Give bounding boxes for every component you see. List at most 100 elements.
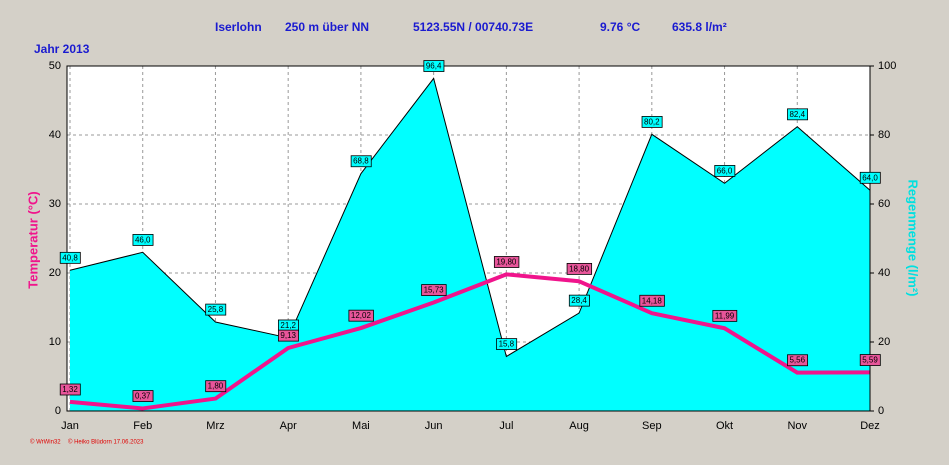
value-label-box [787,354,809,367]
value-label-box [568,294,590,307]
y-tick-label: 0 [55,405,61,417]
x-tick-label: Jan [61,420,79,432]
x-tick-label: Dez [860,420,880,432]
value-label-text: 28,4 [571,296,587,305]
value-label-box [493,256,520,268]
y2-tick-label: 80 [878,129,890,141]
value-label-box [59,383,81,396]
x-tick-label: Sep [642,420,662,432]
value-label-text: 46,0 [135,235,151,244]
y-tick-label: 40 [49,129,61,141]
value-label-text: 1,32 [62,385,78,394]
value-label-text: 68,8 [353,157,369,166]
year-label: Jahr 2013 [34,42,90,56]
value-label-box [421,284,447,296]
value-label-text: 11,99 [715,311,735,320]
value-label: 5,59 [859,354,881,366]
y-tick-label: 30 [49,198,61,210]
value-label-text: 15,73 [424,286,445,295]
y-tick-label: 20 [49,267,61,279]
y2-tick-label: 60 [878,198,890,210]
x-tick-label: Mrz [206,420,224,432]
value-label-box [787,108,809,121]
value-label-box [859,354,881,366]
value-label-box [348,309,374,322]
value-label-text: 25,8 [208,305,224,314]
value-label-text: 9,13 [280,331,296,340]
rain-outline [69,77,871,358]
value-label-box [496,338,518,350]
value-label-box [350,155,372,168]
value-label-text: 96,4 [426,62,442,71]
x-tick-label: Apr [280,420,297,432]
value-label: 14,18 [639,294,665,307]
value-label: 11,99 [712,309,738,322]
value-label: 25,8 [205,303,227,316]
value-label-box [277,329,299,342]
value-label-box [205,380,227,393]
value-label: 9,13 [277,329,299,342]
value-label-box [712,309,738,322]
value-label: 64,0 [859,171,881,184]
header-temperature: 9.76 °C [600,20,640,34]
x-tick-label: Jun [425,420,443,432]
y2-tick-label: 100 [878,60,896,72]
y2-tick-label: 0 [878,405,884,417]
value-label: 1,32 [59,383,81,396]
value-label-text: 82,4 [789,110,805,119]
value-label-text: 64,0 [862,173,878,182]
value-label-text: 15,8 [499,340,515,349]
value-label-text: 5,56 [789,356,805,365]
value-label-text: 66,0 [717,166,733,175]
value-label-box [423,60,445,72]
value-label: 12,02 [348,309,374,322]
value-label-box [132,390,154,402]
value-label-text: 19,80 [496,257,517,266]
y-tick-label: 10 [49,336,61,348]
value-label-text: 12,02 [351,311,372,320]
value-label: 15,73 [421,284,447,296]
value-label-box [59,251,81,264]
header-location: Iserlohn [215,20,262,34]
footer: © WrWin32 [30,439,61,446]
y2-tick-label: 40 [878,267,890,279]
value-label-box [641,116,663,128]
value-label: 68,8 [350,155,372,168]
footer: © Heiko Blüdorn 17.06.2023 [68,439,144,446]
x-tick-label: Mai [352,420,370,432]
value-label: 66,0 [714,165,736,177]
value-label: 40,8 [59,251,81,264]
value-label-box [859,171,881,184]
value-label-box [566,262,593,275]
value-label-text: 0,37 [135,392,151,401]
value-label-text: 5,59 [862,356,878,365]
value-label: 82,4 [787,108,809,121]
x-tick-label: Okt [716,420,733,432]
value-label: 46,0 [132,234,154,246]
plot-frame [66,65,871,412]
y2-axis-label: Regenmenge (l/m²) [906,179,921,296]
y2-tick-label: 20 [878,336,890,348]
value-label: 96,4 [423,60,445,72]
value-label: 21,2 [277,319,299,332]
x-tick-label: Feb [133,420,152,432]
value-label: 19,80 [493,256,520,268]
value-label-box [132,234,154,246]
x-tick-label: Jul [499,420,513,432]
value-label-text: 80,2 [644,117,660,126]
value-label-text: 1,80 [208,382,224,391]
y-axis-label: Temperatur (°C) [25,191,40,288]
value-label-text: 40,8 [62,253,78,262]
value-label: 18,80 [566,262,593,275]
value-label: 80,2 [641,116,663,128]
value-label-box [714,165,736,177]
value-label-text: 14,18 [642,296,663,305]
temperature-line [69,272,871,411]
y-tick-label: 50 [49,60,61,72]
value-label: 0,37 [132,390,154,402]
value-label: 15,8 [496,338,518,350]
value-label-box [639,294,665,307]
rain-area [70,78,870,412]
